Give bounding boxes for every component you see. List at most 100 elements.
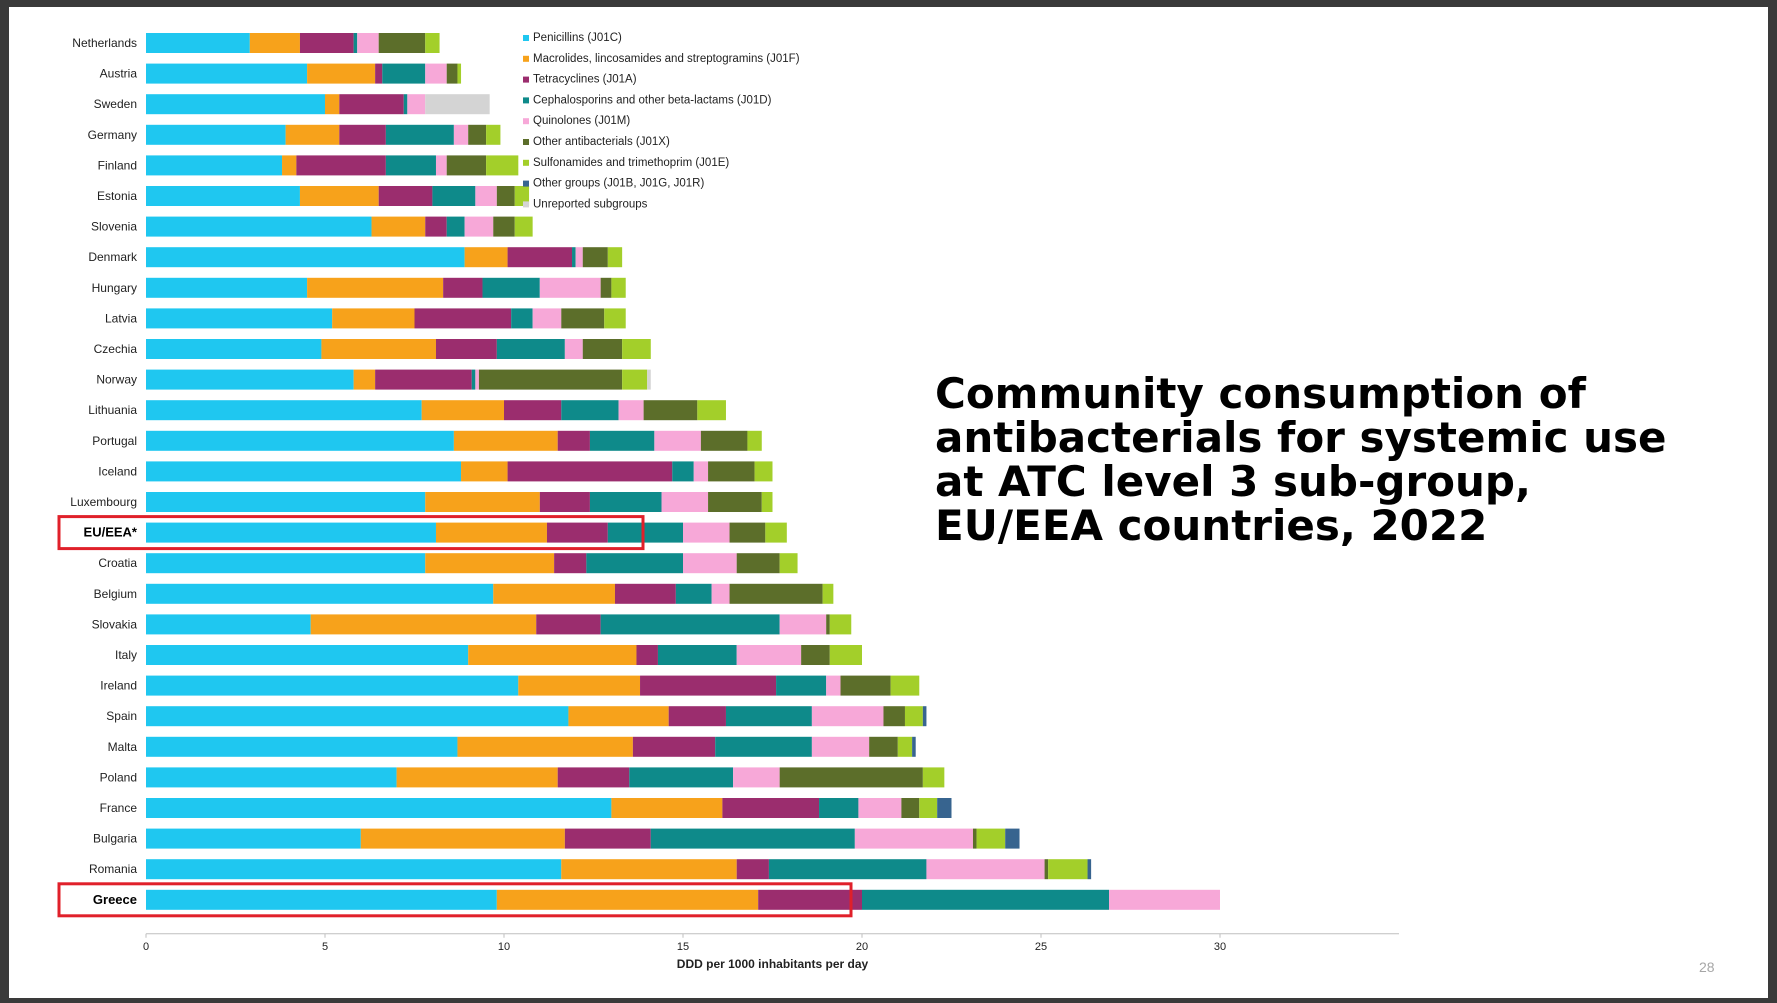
bar-segment-poland-other-antibacterials: [779, 767, 923, 788]
bar-segment-norway-sulfonamides-and-trimethoprim: [622, 369, 648, 390]
bar-segment-croatia-macrolides-lincosamides-and-streptogramins: [425, 553, 555, 574]
bar-segment-lithuania-cephalosporins-and-other-beta-lactams: [561, 400, 619, 421]
legend-swatch-macrolides-lincosamides-and-streptogramins: [523, 55, 529, 62]
bar-segment-germany-penicillins: [146, 124, 286, 145]
bar-segment-norway-macrolides-lincosamides-and-streptogramins: [353, 369, 376, 390]
x-axis-title: DDD per 1000 inhabitants per day: [677, 957, 869, 971]
category-label-france: France: [100, 801, 138, 815]
x-tick-label: 20: [856, 941, 868, 953]
category-label-finland: Finland: [98, 158, 137, 172]
bar-segment-latvia-macrolides-lincosamides-and-streptogramins: [332, 308, 415, 329]
bar-segment-romania-quinolones: [926, 859, 1045, 880]
category-label-iceland: Iceland: [98, 464, 137, 478]
legend-label-quinolones: Quinolones (J01M): [533, 115, 630, 127]
x-tick-label: 25: [1035, 941, 1047, 953]
bar-segment-portugal-macrolides-lincosamides-and-streptogramins: [453, 430, 558, 451]
bar-segment-denmark-penicillins: [146, 247, 465, 268]
bar-segment-spain-cephalosporins-and-other-beta-lactams: [725, 706, 812, 727]
bar-segment-slovenia-other-antibacterials: [493, 216, 515, 237]
bar-segment-france-tetracyclines: [722, 798, 820, 818]
bar-segment-estonia-cephalosporins-and-other-beta-lactams: [432, 186, 476, 206]
bar-segment-spain-tetracyclines: [668, 706, 726, 727]
bar-segment-latvia-sulfonamides-and-trimethoprim: [604, 308, 626, 329]
bar-segment-romania-sulfonamides-and-trimethoprim: [1048, 859, 1088, 880]
bar-segment-italy-penicillins: [146, 645, 469, 665]
bar-segment-netherlands-tetracyclines: [299, 33, 354, 53]
bar-segment-hungary-cephalosporins-and-other-beta-lactams: [482, 277, 540, 298]
bar-segment-germany-quinolones: [453, 124, 469, 145]
bar-segment-slovenia-cephalosporins-and-other-beta-lactams: [446, 216, 465, 237]
category-label-romania: Romania: [89, 862, 137, 876]
bar-segment-malta-other-antibacterials: [869, 736, 898, 757]
bar-segment-netherlands-cephalosporins-and-other-beta-lactams: [353, 33, 358, 53]
bar-segment-slovakia-quinolones: [779, 614, 827, 635]
bar-segment-bulgaria-tetracyclines: [564, 828, 651, 849]
bar-segment-hungary-sulfonamides-and-trimethoprim: [611, 277, 626, 298]
legend-label-other-groups: Other groups (J01B, J01G, J01R): [533, 178, 704, 190]
bar-segment-denmark-sulfonamides-and-trimethoprim: [607, 247, 623, 268]
slide: Netherlands Austria Sweden Germany Finland Es…: [9, 7, 1768, 998]
bar-segment-slovakia-cephalosporins-and-other-beta-lactams: [600, 614, 780, 635]
bar-segment-finland-quinolones: [435, 155, 447, 176]
bar-segment-lithuania-sulfonamides-and-trimethoprim: [697, 400, 726, 421]
bar-segment-france-quinolones: [858, 798, 902, 818]
bar-segment-finland-sulfonamides-and-trimethoprim: [486, 155, 519, 176]
bar-segment-hungary-other-antibacterials: [600, 277, 612, 298]
bar-segment-malta-other-groups: [912, 736, 916, 757]
highlight-box-greece: [57, 882, 853, 918]
bar-segment-poland-tetracyclines: [557, 767, 630, 788]
x-tick-label: 15: [677, 941, 689, 953]
bar-segment-finland-tetracyclines: [296, 155, 386, 176]
bar-segment-lithuania-other-antibacterials: [643, 400, 698, 421]
category-label-portugal: Portugal: [92, 434, 137, 448]
bar-segment-denmark-macrolides-lincosamides-and-streptogramins: [464, 247, 508, 268]
page-number: 28: [1699, 959, 1715, 975]
category-label-austria: Austria: [100, 67, 138, 81]
bar-segment-netherlands-quinolones: [357, 33, 379, 53]
bar-segment-austria-quinolones: [425, 63, 447, 84]
bar-segment-czechia-penicillins: [146, 339, 322, 359]
bar-segment-ireland-macrolides-lincosamides-and-streptogramins: [518, 675, 641, 696]
legend-label-unreported-subgroups: Unreported subgroups: [533, 198, 648, 210]
bar-segment-hungary-macrolides-lincosamides-and-streptogramins: [307, 277, 444, 298]
bar-segment-germany-other-antibacterials: [468, 124, 487, 145]
bar-segment-latvia-cephalosporins-and-other-beta-lactams: [511, 308, 533, 329]
bar-segment-luxembourg-quinolones: [661, 492, 709, 512]
bar-segment-finland-macrolides-lincosamides-and-streptogramins: [282, 155, 297, 176]
bar-segment-spain-sulfonamides-and-trimethoprim: [904, 706, 923, 727]
bar-segment-eu-eea-other-antibacterials: [729, 522, 766, 543]
legend-swatch-sulfonamides-and-trimethoprim: [523, 159, 529, 166]
bar-segment-france-macrolides-lincosamides-and-streptogramins: [611, 798, 723, 818]
bar-segment-france-other-groups: [937, 798, 952, 818]
highlight-boxes: [57, 515, 853, 918]
bar-segment-malta-macrolides-lincosamides-and-streptogramins: [457, 736, 633, 757]
bar-segment-france-other-antibacterials: [901, 798, 920, 818]
bar-segment-iceland-penicillins: [146, 461, 462, 482]
category-label-slovakia: Slovakia: [92, 617, 138, 631]
bar-segment-portugal-other-antibacterials: [700, 430, 748, 451]
bar-segment-austria-penicillins: [146, 63, 308, 84]
category-label-croatia: Croatia: [98, 556, 137, 570]
legend-swatch-cephalosporins-and-other-beta-lactams: [523, 97, 529, 104]
bar-segment-hungary-penicillins: [146, 277, 308, 298]
bar-segment-croatia-quinolones: [683, 553, 737, 574]
bar-segment-sweden-cephalosporins-and-other-beta-lactams: [403, 94, 408, 115]
bar-segment-portugal-sulfonamides-and-trimethoprim: [747, 430, 762, 451]
bar-segment-luxembourg-cephalosporins-and-other-beta-lactams: [589, 492, 662, 512]
bar-segment-czechia-sulfonamides-and-trimethoprim: [622, 339, 651, 359]
bar-segment-finland-other-antibacterials: [446, 155, 487, 176]
bar-segment-hungary-quinolones: [539, 277, 601, 298]
bar-segment-poland-penicillins: [146, 767, 397, 788]
bar-segment-czechia-tetracyclines: [435, 339, 497, 359]
bar-segment-italy-other-antibacterials: [801, 645, 830, 665]
bar-segment-spain-other-antibacterials: [883, 706, 905, 727]
bar-segment-netherlands-sulfonamides-and-trimethoprim: [425, 33, 440, 53]
category-label-czechia: Czechia: [94, 342, 138, 356]
bar-segment-sweden-unreported-subgroups: [425, 94, 490, 115]
category-label-ireland: Ireland: [100, 679, 137, 693]
bar-segment-eu-eea-macrolides-lincosamides-and-streptogramins: [435, 522, 547, 543]
bar-segment-croatia-penicillins: [146, 553, 426, 574]
bar-segment-luxembourg-penicillins: [146, 492, 426, 512]
category-label-bulgaria: Bulgaria: [93, 832, 137, 846]
bar-segment-belgium-penicillins: [146, 583, 494, 604]
